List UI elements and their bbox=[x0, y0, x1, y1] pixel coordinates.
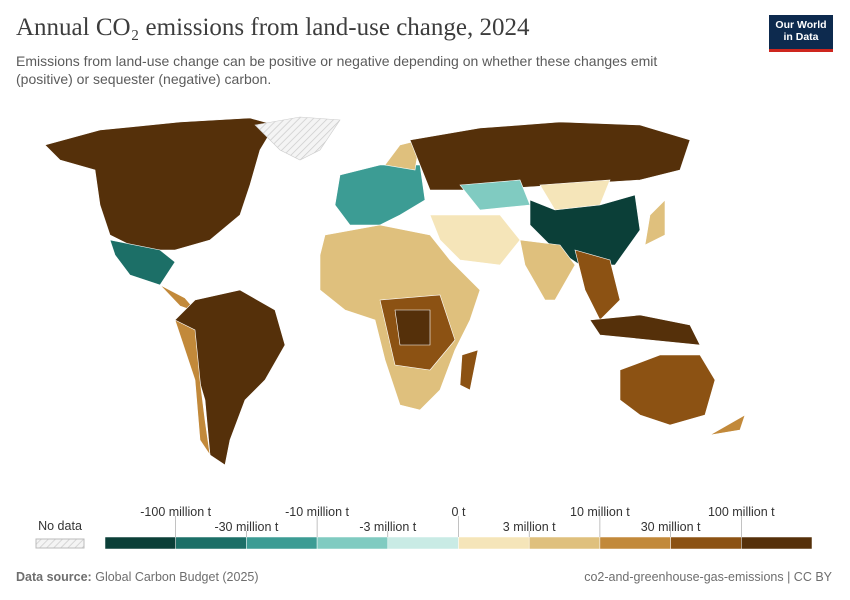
legend-tick-label: -100 million t bbox=[140, 505, 211, 519]
new-zealand[interactable] bbox=[709, 414, 746, 436]
legend-tick-label: -30 million t bbox=[214, 520, 278, 534]
footer-right[interactable]: co2-and-greenhouse-gas-emissions | CC BY bbox=[584, 570, 832, 584]
greenland[interactable] bbox=[254, 116, 341, 161]
logo-text: in Data bbox=[783, 31, 819, 43]
legend-tick-label: -10 million t bbox=[285, 505, 349, 519]
middle-east[interactable] bbox=[429, 214, 521, 266]
subtitle: Emissions from land-use change can be po… bbox=[16, 53, 658, 69]
logo[interactable]: Our World in Data bbox=[769, 15, 833, 52]
legend-bin bbox=[528, 536, 601, 550]
legend-bin bbox=[316, 536, 389, 550]
southeast-asia[interactable] bbox=[574, 249, 621, 321]
legend-bin bbox=[599, 536, 671, 550]
subtitle: (positive) or sequester (negative) carbo… bbox=[16, 71, 272, 87]
legend-tick-label: 0 t bbox=[452, 505, 466, 519]
europe[interactable] bbox=[334, 164, 426, 226]
title: Annual CO₂ emissions from land-use chang… bbox=[16, 14, 530, 41]
indonesia[interactable] bbox=[589, 314, 701, 346]
no-data-label: No data bbox=[38, 519, 82, 533]
legend-bin bbox=[387, 536, 459, 550]
australia[interactable] bbox=[619, 354, 716, 426]
south-america[interactable] bbox=[174, 289, 286, 466]
russia[interactable] bbox=[409, 121, 691, 191]
legend-tick-label: 3 million t bbox=[503, 520, 556, 534]
source-text: Global Carbon Budget (2025) bbox=[95, 570, 259, 584]
legend-tick-label: 10 million t bbox=[570, 505, 630, 519]
source: Data source: Global Carbon Budget (2025) bbox=[16, 570, 259, 584]
japan[interactable] bbox=[644, 199, 666, 246]
congo[interactable] bbox=[394, 309, 431, 346]
legend-bin bbox=[175, 536, 247, 550]
legend-bin bbox=[104, 536, 176, 550]
no-data-swatch bbox=[35, 538, 85, 549]
logo-text: Our World bbox=[775, 19, 827, 31]
legend-bin bbox=[670, 536, 742, 550]
legend-tick-label: 100 million t bbox=[708, 505, 775, 519]
kazakhstan[interactable] bbox=[459, 179, 531, 211]
india[interactable] bbox=[519, 239, 576, 301]
north-america[interactable] bbox=[44, 117, 276, 251]
legend-bin bbox=[458, 536, 530, 550]
legend-tick-label: -3 million t bbox=[359, 520, 416, 534]
legend-bin bbox=[741, 536, 813, 550]
madagascar[interactable] bbox=[459, 349, 479, 391]
legend-tick-label: 30 million t bbox=[641, 520, 701, 534]
andes[interactable] bbox=[174, 319, 211, 456]
source-label: Data source: bbox=[16, 570, 92, 584]
legend-bin bbox=[246, 536, 318, 550]
legend: -100 million t-30 million t -10 million t… bbox=[104, 505, 813, 550]
